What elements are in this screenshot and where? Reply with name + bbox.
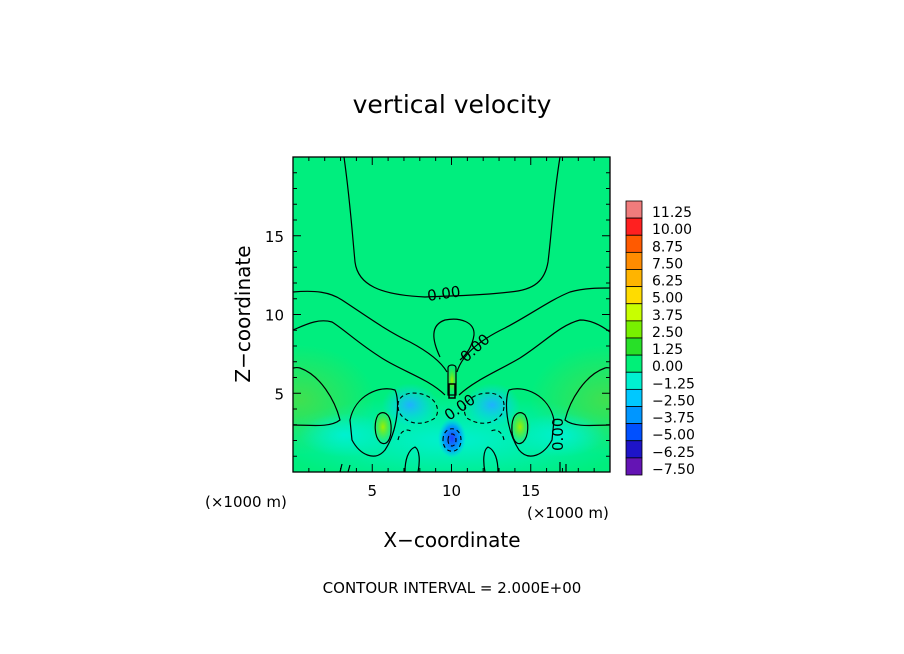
- colorbar-level-label: −7.50: [652, 462, 695, 478]
- colorbar-swatch: [625, 200, 643, 219]
- colorbar-level-label: 11.25: [652, 205, 692, 221]
- contour-center-box: [448, 383, 456, 399]
- x-unit-label-right: (×1000 m): [527, 504, 609, 522]
- colorbar-swatch: [625, 423, 643, 442]
- colorbar-level-label: −3.75: [652, 411, 695, 427]
- colorbar-level-label: −2.50: [652, 393, 695, 409]
- x-tick-label: 10: [442, 482, 461, 500]
- y-axis-label: Z−coordinate: [231, 245, 255, 382]
- contour-zero-lower: [293, 319, 610, 396]
- contour-bottom-right: [483, 446, 499, 472]
- colorbar-swatch: [625, 388, 643, 407]
- contour-positive-left: [374, 412, 392, 445]
- contour-interval-note: CONTOUR INTERVAL = 2.000E+00: [323, 579, 582, 597]
- contour-negative-right-arc: [489, 429, 505, 441]
- colorbar-swatch: [625, 457, 643, 476]
- contour-negative-core-inner: [447, 433, 457, 447]
- y-tick-label: 5: [274, 385, 284, 403]
- colorbar-swatch: [625, 303, 643, 322]
- colorbar-swatch: [625, 269, 643, 288]
- colorbar-level-label: −1.25: [652, 376, 695, 392]
- field-sky-right: [464, 383, 520, 427]
- field-blue-core: [438, 418, 466, 458]
- x-axis-label: X−coordinate: [383, 528, 520, 552]
- colorbar-swatch: [625, 251, 643, 270]
- colorbar-level-label: −5.00: [652, 428, 695, 444]
- colorbar-level-label: 6.25: [652, 274, 683, 290]
- colorbar-level-label: 10.00: [652, 222, 692, 238]
- contour-bottom-left: [404, 446, 420, 472]
- contour-ticks-right: [559, 462, 567, 472]
- colorbar-level-label: 0.00: [652, 359, 683, 375]
- x-axis: 5 10 15: [308, 157, 595, 500]
- contour-positive-right: [511, 412, 529, 445]
- contour-zero-left-loop: [349, 388, 399, 457]
- contour-label-upper: 0.00: [426, 282, 462, 304]
- y-tick-label: 15: [265, 228, 284, 246]
- contour-zero-right-loop: [505, 388, 555, 457]
- colorbar-swatch: [625, 286, 643, 305]
- x-tick-label: 5: [367, 482, 377, 500]
- colorbar-swatch: [625, 371, 643, 390]
- colorbar-swatch: [625, 234, 643, 253]
- colorbar-level-label: 2.50: [652, 325, 683, 341]
- colorbar-swatch: [625, 337, 643, 356]
- contour-zero-left-lobe: [293, 366, 341, 427]
- field-lime-right: [509, 409, 531, 445]
- y-axis: 5 10 15: [265, 172, 610, 457]
- colorbar-swatch: [625, 320, 643, 339]
- contour-negative-left-arc: [397, 429, 413, 441]
- chart-title: vertical velocity: [353, 90, 552, 119]
- colorbar-level-label: 1.25: [652, 342, 683, 358]
- field-cyan-left: [300, 413, 390, 457]
- contour-center-stem: [447, 364, 457, 396]
- contour-zero-mid: [293, 287, 610, 373]
- contour-lines: [293, 157, 610, 472]
- velocity-field: [293, 157, 610, 472]
- colorbar-level-label: −6.25: [652, 445, 695, 461]
- x-tick-label: 15: [521, 482, 540, 500]
- colorbar-level-label: 3.75: [652, 308, 683, 324]
- colorbar-level-label: 7.50: [652, 256, 683, 272]
- field-cyan-right: [515, 413, 605, 457]
- colorbar-swatch: [625, 354, 643, 373]
- colorbar-swatch: [625, 406, 643, 425]
- contour-negative-right: [463, 392, 505, 424]
- contour-negative-left: [397, 392, 439, 424]
- colorbar-swatch: [625, 217, 643, 236]
- colorbar-swatch: [625, 440, 643, 459]
- contour-zero-upper: [343, 157, 561, 298]
- contour-zero-right-lobe: [564, 366, 610, 427]
- contour-zero-cap: [433, 318, 475, 361]
- contour-label-right: 0.00: [549, 418, 567, 451]
- field-lime-left: [372, 409, 394, 445]
- contour-lines-dashed: [397, 392, 505, 452]
- x-unit-label-left: (×1000 m): [205, 493, 287, 511]
- colorbar-level-label: 8.75: [652, 239, 683, 255]
- y-tick-label: 10: [265, 307, 284, 325]
- contour-negative-core: [442, 428, 462, 452]
- colorbar-level-label: 5.00: [652, 291, 683, 307]
